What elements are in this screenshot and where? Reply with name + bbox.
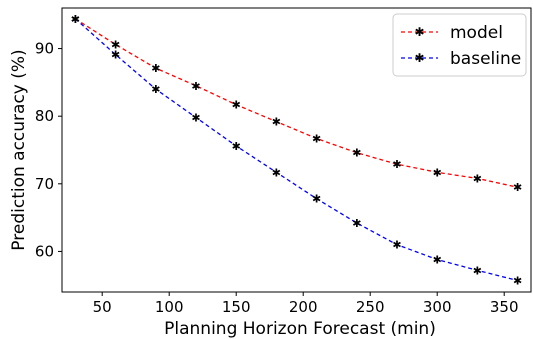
y-tick-label: 80 — [35, 107, 54, 125]
y-axis-label: Prediction accuracy (%) — [9, 49, 29, 250]
model-data-point: ✱ — [513, 181, 522, 194]
baseline-data-point: ✱ — [111, 49, 120, 62]
x-tick-label: 150 — [222, 298, 251, 316]
model-data-point: ✱ — [473, 172, 482, 185]
baseline-data-point: ✱ — [433, 254, 442, 267]
legend: ✱ model ✱ baseline — [392, 13, 527, 77]
x-axis-label: Planning Horizon Forecast (min) — [164, 319, 436, 339]
ticks-layer: 50 100 150 200 250 300 350 60 70 80 90 — [35, 40, 519, 316]
x-tick-label: 100 — [155, 298, 184, 316]
baseline-data-point: ✱ — [71, 13, 80, 26]
x-tick-label: 300 — [423, 298, 452, 316]
model-data-point: ✱ — [111, 39, 120, 52]
baseline-data-point: ✱ — [232, 140, 241, 153]
series-layer: ✱✱✱✱✱✱✱✱✱✱ ✱✱✱✱✱✱✱✱✱✱✱✱✱✱ — [71, 13, 522, 288]
model-data-point: ✱ — [433, 166, 442, 179]
legend-baseline-marker: ✱ — [414, 51, 424, 65]
plot-area-frame — [61, 7, 532, 293]
legend-model-label: model — [450, 23, 503, 43]
legend-model-marker: ✱ — [414, 25, 424, 39]
x-tick-label: 200 — [289, 298, 318, 316]
baseline-data-point: ✱ — [392, 239, 401, 252]
model-data-point: ✱ — [352, 147, 361, 160]
model-data-point: ✱ — [232, 99, 241, 112]
baseline-data-point: ✱ — [191, 112, 200, 125]
legend-frame — [392, 13, 527, 77]
x-tick-label: 50 — [93, 298, 112, 316]
baseline-series-line — [74, 18, 518, 282]
baseline-data-point: ✱ — [352, 217, 361, 230]
baseline-data-point: ✱ — [272, 166, 281, 179]
y-tick-label: 70 — [35, 175, 54, 193]
model-series-line — [75, 18, 518, 188]
y-tick-label: 90 — [35, 40, 54, 58]
baseline-data-point: ✱ — [151, 83, 160, 96]
x-tick-label: 250 — [356, 298, 385, 316]
model-data-point: ✱ — [151, 62, 160, 75]
legend-baseline-label: baseline — [450, 49, 521, 69]
baseline-data-point: ✱ — [473, 264, 482, 277]
model-data-point: ✱ — [191, 80, 200, 93]
model-data-point: ✱ — [272, 116, 281, 129]
baseline-data-point: ✱ — [513, 275, 522, 288]
model-data-point: ✱ — [392, 158, 401, 171]
y-tick-label: 60 — [35, 242, 54, 260]
model-data-point: ✱ — [312, 133, 321, 146]
x-tick-label: 350 — [490, 298, 519, 316]
baseline-data-point: ✱ — [312, 193, 321, 206]
